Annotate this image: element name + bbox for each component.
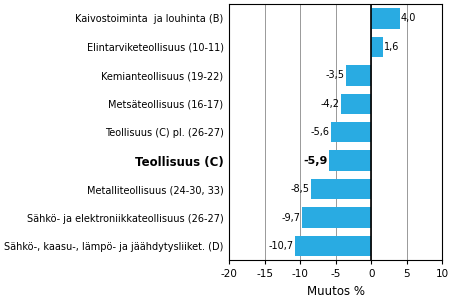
Text: -5,9: -5,9 xyxy=(304,156,328,166)
Bar xyxy=(295,236,371,256)
Bar xyxy=(329,150,371,171)
Text: -8,5: -8,5 xyxy=(290,184,309,194)
Text: -5,6: -5,6 xyxy=(311,127,330,137)
Bar xyxy=(371,37,383,57)
Text: -4,2: -4,2 xyxy=(321,99,340,109)
Text: 1,6: 1,6 xyxy=(384,42,400,52)
Bar xyxy=(342,94,371,114)
Text: -9,7: -9,7 xyxy=(282,213,301,223)
Text: -10,7: -10,7 xyxy=(269,241,294,251)
Bar xyxy=(371,8,400,29)
Text: 4,0: 4,0 xyxy=(401,13,416,23)
Bar xyxy=(302,207,371,228)
Bar xyxy=(311,179,371,199)
Bar xyxy=(347,65,371,85)
X-axis label: Muutos %: Muutos % xyxy=(307,285,365,298)
Bar xyxy=(332,122,371,143)
Text: -3,5: -3,5 xyxy=(326,70,345,80)
